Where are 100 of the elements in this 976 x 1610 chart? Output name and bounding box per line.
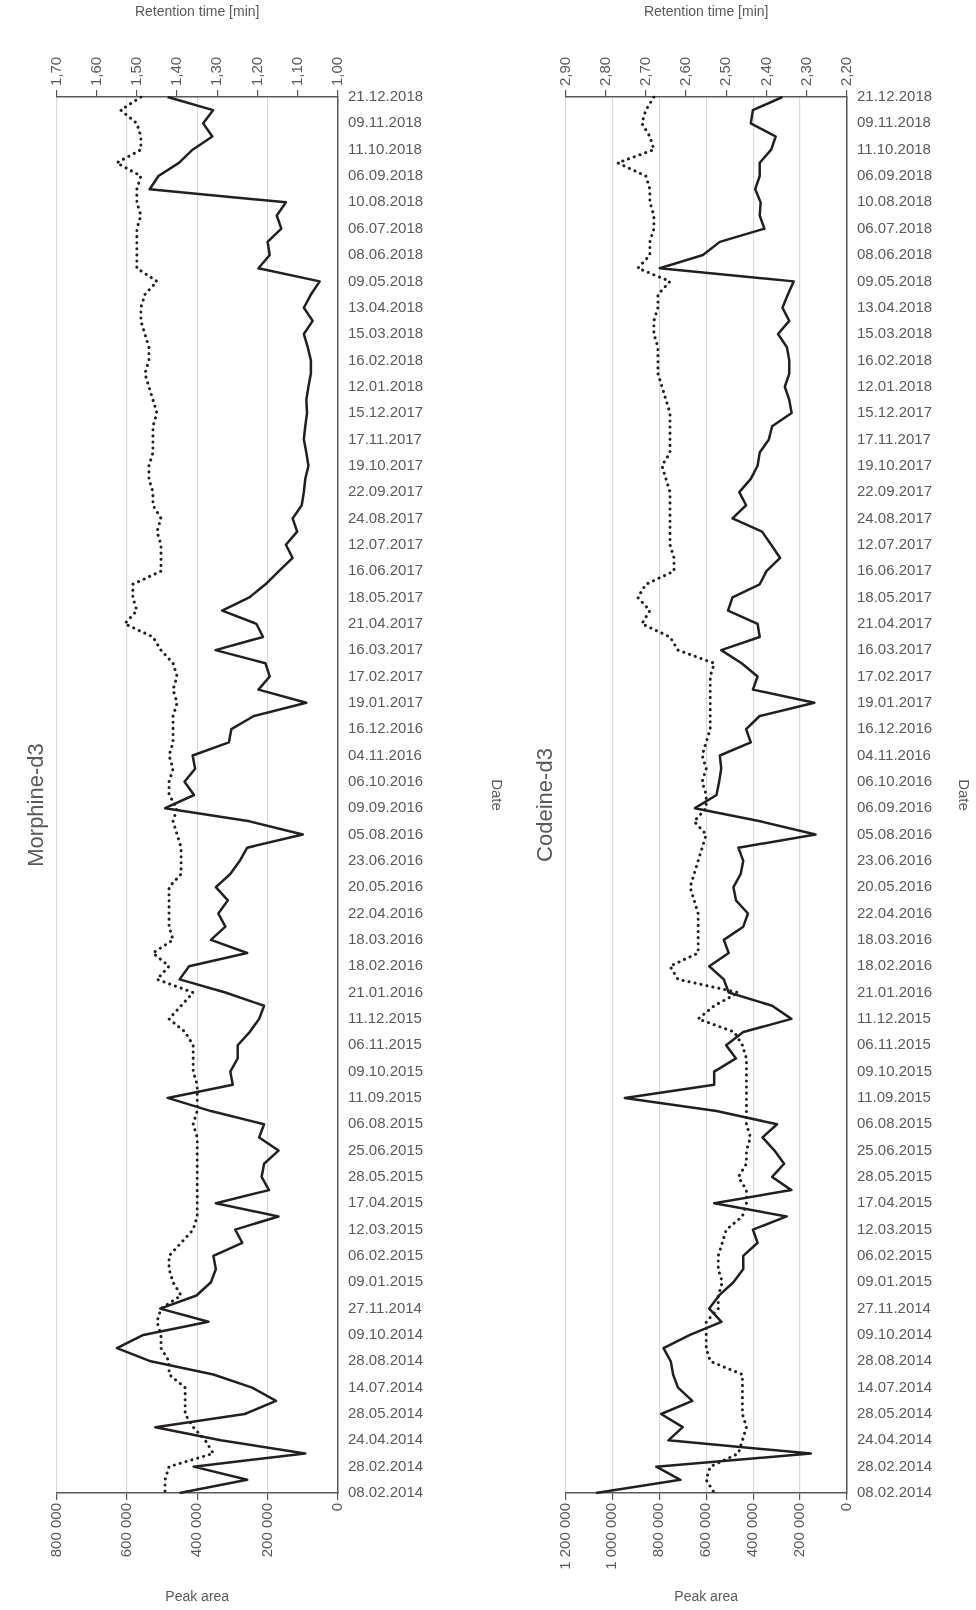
x-tick-label: 600 000: [116, 1503, 134, 1558]
y-tick-label: 08.02.2014: [348, 1483, 424, 1501]
y-tick-label: 28.08.2014: [348, 1351, 424, 1369]
y-tick-label: 24.08.2017: [857, 508, 933, 526]
y-tick-label: 22.09.2017: [348, 482, 424, 500]
y-tick-label: 27.11.2014: [348, 1298, 422, 1316]
y-tick-label: 12.07.2017: [348, 534, 424, 552]
x-tick-label: 800 000: [649, 1503, 667, 1558]
x-axis-title: Peak area: [165, 1588, 230, 1605]
y-tick-label: 16.12.2016: [348, 719, 424, 737]
y-tick-label: 11.09.2015: [348, 1088, 422, 1106]
y-tick-label: 06.10.2016: [857, 771, 933, 789]
y-tick-label: 08.06.2018: [348, 245, 424, 263]
y-tick-label: 09.01.2015: [857, 1272, 933, 1290]
y-tick-label: 18.03.2016: [348, 930, 424, 948]
y-tick-label: 09.11.2018: [857, 113, 931, 131]
y-tick-label: 21.12.2018: [857, 87, 933, 105]
y-tick-label: 17.02.2017: [857, 666, 933, 684]
y-tick-label: 21.12.2018: [348, 87, 424, 105]
x2-axis-title: Retention time [min]: [134, 3, 260, 20]
y-tick-label: 27.11.2014: [857, 1298, 931, 1316]
y-tick-label: 28.02.2014: [857, 1456, 933, 1474]
y-tick-label: 16.02.2018: [857, 350, 933, 368]
x2-axis-title: Retention time [min]: [643, 3, 769, 20]
y-tick-label: 16.03.2017: [348, 640, 424, 658]
x-tick-label: 0: [328, 1503, 346, 1512]
x-tick-label: 400 000: [743, 1503, 761, 1558]
y-tick-label: 24.04.2014: [348, 1430, 424, 1448]
y-tick-label: 25.06.2015: [348, 1140, 424, 1158]
x2-tick-label: 1,60: [86, 56, 104, 86]
y-tick-label: 15.03.2018: [348, 324, 424, 342]
y-tick-label: 20.05.2016: [348, 877, 424, 895]
y-tick-label: 14.07.2014: [857, 1377, 933, 1395]
y-tick-label: 19.01.2017: [348, 692, 424, 710]
x2-tick-label: 1,00: [328, 56, 346, 86]
y-tick-label: 08.02.2014: [857, 1483, 933, 1501]
y-tick-label: 06.08.2015: [857, 1114, 933, 1132]
x-tick-label: 800 000: [46, 1503, 64, 1558]
y-tick-label: 18.05.2017: [857, 587, 933, 605]
y-tick-label: 06.09.2018: [857, 166, 933, 184]
y-tick-label: 19.10.2017: [857, 455, 933, 473]
y-tick-label: 06.08.2015: [348, 1114, 424, 1132]
x2-tick-label: 2,90: [555, 56, 573, 86]
y-tick-label: 28.05.2015: [348, 1167, 424, 1185]
y-tick-label: 24.08.2017: [348, 508, 424, 526]
y-tick-label: 21.04.2017: [348, 613, 424, 631]
y-tick-label: 12.01.2018: [348, 376, 424, 394]
x2-tick-label: 1,30: [207, 56, 225, 86]
y-tick-label: 19.10.2017: [348, 455, 424, 473]
y-tick-label: 11.10.2018: [857, 139, 931, 157]
y-tick-label: 11.12.2015: [348, 1009, 422, 1027]
y-tick-label: 12.03.2015: [857, 1219, 933, 1237]
y-tick-label: 21.04.2017: [857, 613, 933, 631]
y-tick-label: 11.09.2015: [857, 1088, 931, 1106]
y-tick-label: 17.04.2015: [348, 1193, 424, 1211]
y-tick-label: 18.05.2017: [348, 587, 424, 605]
x2-tick-label: 1,10: [287, 56, 305, 86]
text: Codeine-d3: [532, 748, 558, 862]
y-tick-label: 13.04.2018: [857, 297, 933, 315]
y-tick-label: 17.11.2017: [348, 429, 422, 447]
y-tick-label: 23.06.2016: [348, 850, 424, 868]
y-tick-label: 05.08.2016: [857, 824, 933, 842]
y-tick-label: 20.05.2016: [857, 877, 933, 895]
y-tick-label: 12.01.2018: [857, 376, 933, 394]
y-tick-label: 10.08.2018: [857, 192, 933, 210]
x-tick-label: 600 000: [696, 1503, 714, 1558]
y-tick-label: 09.10.2014: [857, 1325, 933, 1343]
y-tick-label: 05.08.2016: [348, 824, 424, 842]
y-tick-label: 08.06.2018: [857, 245, 933, 263]
x2-tick-label: 2,60: [676, 56, 694, 86]
x-tick-label: 1 000 000: [602, 1503, 620, 1570]
y-axis-title: Date: [955, 779, 973, 811]
y-tick-label: 06.02.2015: [857, 1246, 933, 1264]
y-tick-label: 06.07.2018: [857, 218, 933, 236]
y-tick-label: 22.04.2016: [348, 903, 424, 921]
y-tick-label: 28.05.2015: [857, 1167, 933, 1185]
y-tick-label: 06.11.2015: [348, 1035, 422, 1053]
x-axis-title: Peak area: [674, 1588, 739, 1605]
y-tick-label: 12.03.2015: [348, 1219, 424, 1237]
y-tick-label: 28.05.2014: [348, 1404, 424, 1422]
y-tick-label: 19.01.2017: [857, 692, 933, 710]
y-tick-label: 17.02.2017: [348, 666, 424, 684]
y-tick-label: 10.08.2018: [348, 192, 424, 210]
x2-tick-label: 2,20: [837, 56, 855, 86]
x2-tick-label: 2,30: [796, 56, 814, 86]
y-tick-label: 06.07.2018: [348, 218, 424, 236]
y-tick-label: 09.10.2015: [857, 1061, 933, 1079]
y-tick-label: 28.08.2014: [857, 1351, 933, 1369]
y-tick-label: 16.02.2018: [348, 350, 424, 368]
text: Morphine-d3: [23, 743, 49, 867]
y-tick-label: 15.12.2017: [348, 403, 424, 421]
y-tick-label: 06.10.2016: [348, 771, 424, 789]
x2-tick-label: 2,50: [716, 56, 734, 86]
y-tick-label: 24.04.2014: [857, 1430, 933, 1448]
y-tick-label: 17.11.2017: [857, 429, 931, 447]
y-tick-label: 09.09.2016: [348, 798, 424, 816]
y-tick-label: 22.04.2016: [857, 903, 933, 921]
y-tick-label: 23.06.2016: [857, 850, 933, 868]
y-tick-label: 16.03.2017: [857, 640, 933, 658]
x2-tick-label: 1,40: [167, 56, 185, 86]
